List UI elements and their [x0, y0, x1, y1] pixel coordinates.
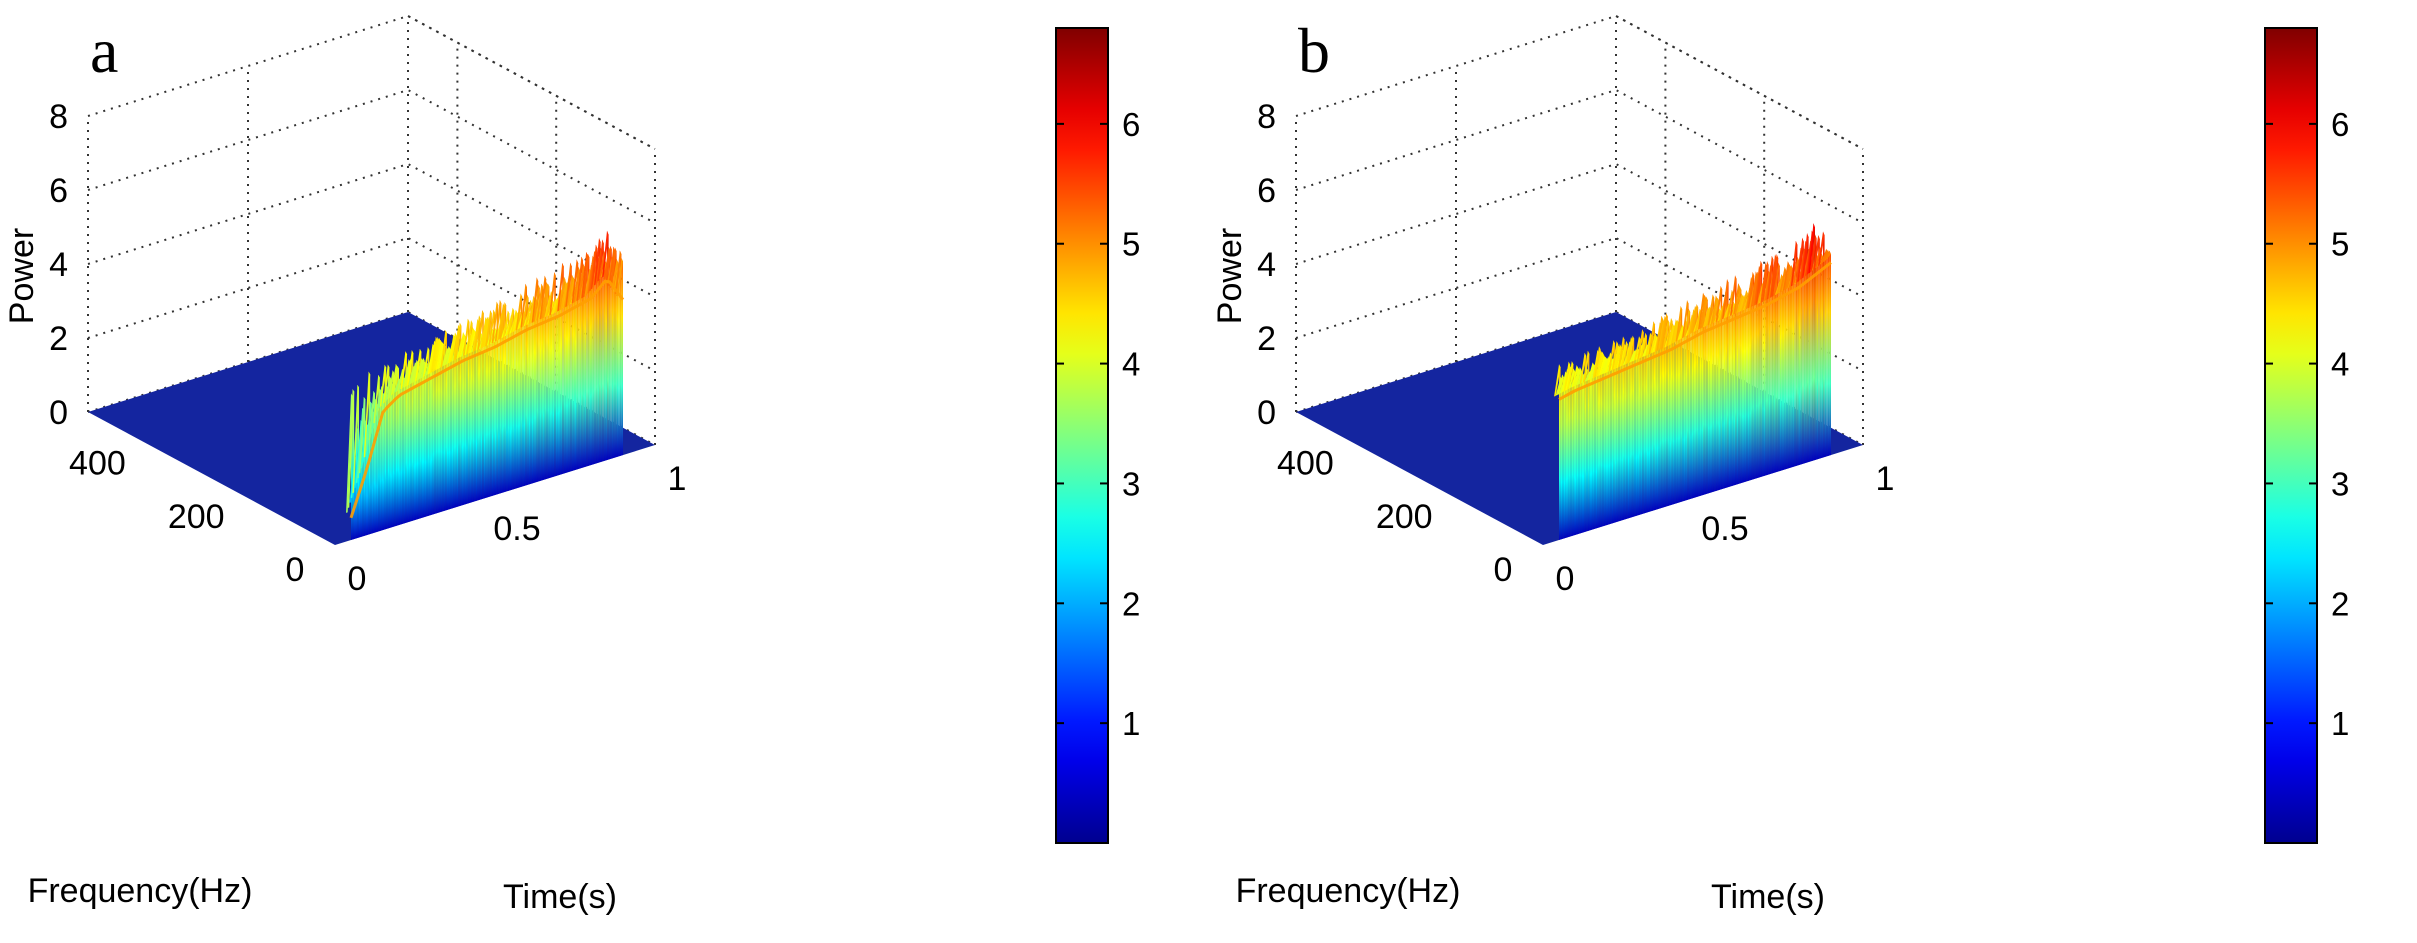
y-axis-label: Frequency(Hz)	[28, 872, 253, 910]
x-tick-label: 0.5	[493, 510, 540, 548]
y-tick-label: 0	[1494, 551, 1513, 589]
z-tick-label: 0	[49, 394, 68, 432]
colorbar-tick-label: 5	[1122, 226, 1140, 263]
y-tick-label: 0	[286, 551, 305, 589]
colorbar-tick-label: 4	[1122, 346, 1140, 383]
colorbar-tick-label: 3	[2331, 465, 2349, 502]
colorbar	[2264, 27, 2318, 844]
y-tick-label: 400	[1277, 445, 1334, 483]
x-tick-label: 0.5	[1701, 510, 1748, 548]
colorbar-tick-label: 5	[2331, 226, 2349, 263]
y-tick-label: 400	[69, 445, 126, 483]
power-surface	[1554, 223, 1832, 540]
z-tick-label: 4	[49, 246, 68, 284]
power-surface	[346, 230, 625, 540]
z-tick-label: 2	[1257, 320, 1276, 358]
panel-letter: a	[90, 15, 118, 86]
x-tick-label: 0	[348, 560, 367, 598]
z-axis-label: Power	[3, 228, 41, 324]
z-tick-label: 0	[1257, 394, 1276, 432]
y-axis-label: Frequency(Hz)	[1236, 872, 1461, 910]
z-tick-label: 2	[49, 320, 68, 358]
z-tick-label: 8	[1257, 98, 1276, 136]
colorbar-tick-label: 3	[1122, 465, 1140, 502]
y-tick-label: 200	[1376, 498, 1433, 536]
y-tick-label: 200	[168, 498, 225, 536]
z-tick-label: 6	[1257, 172, 1276, 210]
ridge-line	[349, 279, 625, 519]
colorbar-tick-label: 1	[1122, 705, 1140, 742]
x-axis-label: Time(s)	[1711, 878, 1825, 916]
x-tick-label: 1	[668, 460, 687, 498]
z-tick-label: 6	[49, 172, 68, 210]
colorbar-tick-label: 2	[2331, 585, 2349, 622]
z-tick-label: 4	[1257, 246, 1276, 284]
colorbar-tick-label: 4	[2331, 346, 2349, 383]
x-tick-label: 0	[1556, 560, 1575, 598]
colorbar-tick-label: 6	[1122, 106, 1140, 143]
colorbar-tick-label: 2	[1122, 585, 1140, 622]
colorbar-tick-label: 6	[2331, 106, 2349, 143]
panel-letter: b	[1298, 15, 1330, 86]
z-axis-label: Power	[1211, 228, 1249, 324]
x-tick-label: 1	[1876, 460, 1895, 498]
colorbar-tick-label: 1	[2331, 705, 2349, 742]
ridge-line	[1558, 261, 1832, 401]
z-tick-label: 8	[49, 98, 68, 136]
x-axis-label: Time(s)	[503, 878, 617, 916]
colorbar	[1055, 27, 1109, 844]
